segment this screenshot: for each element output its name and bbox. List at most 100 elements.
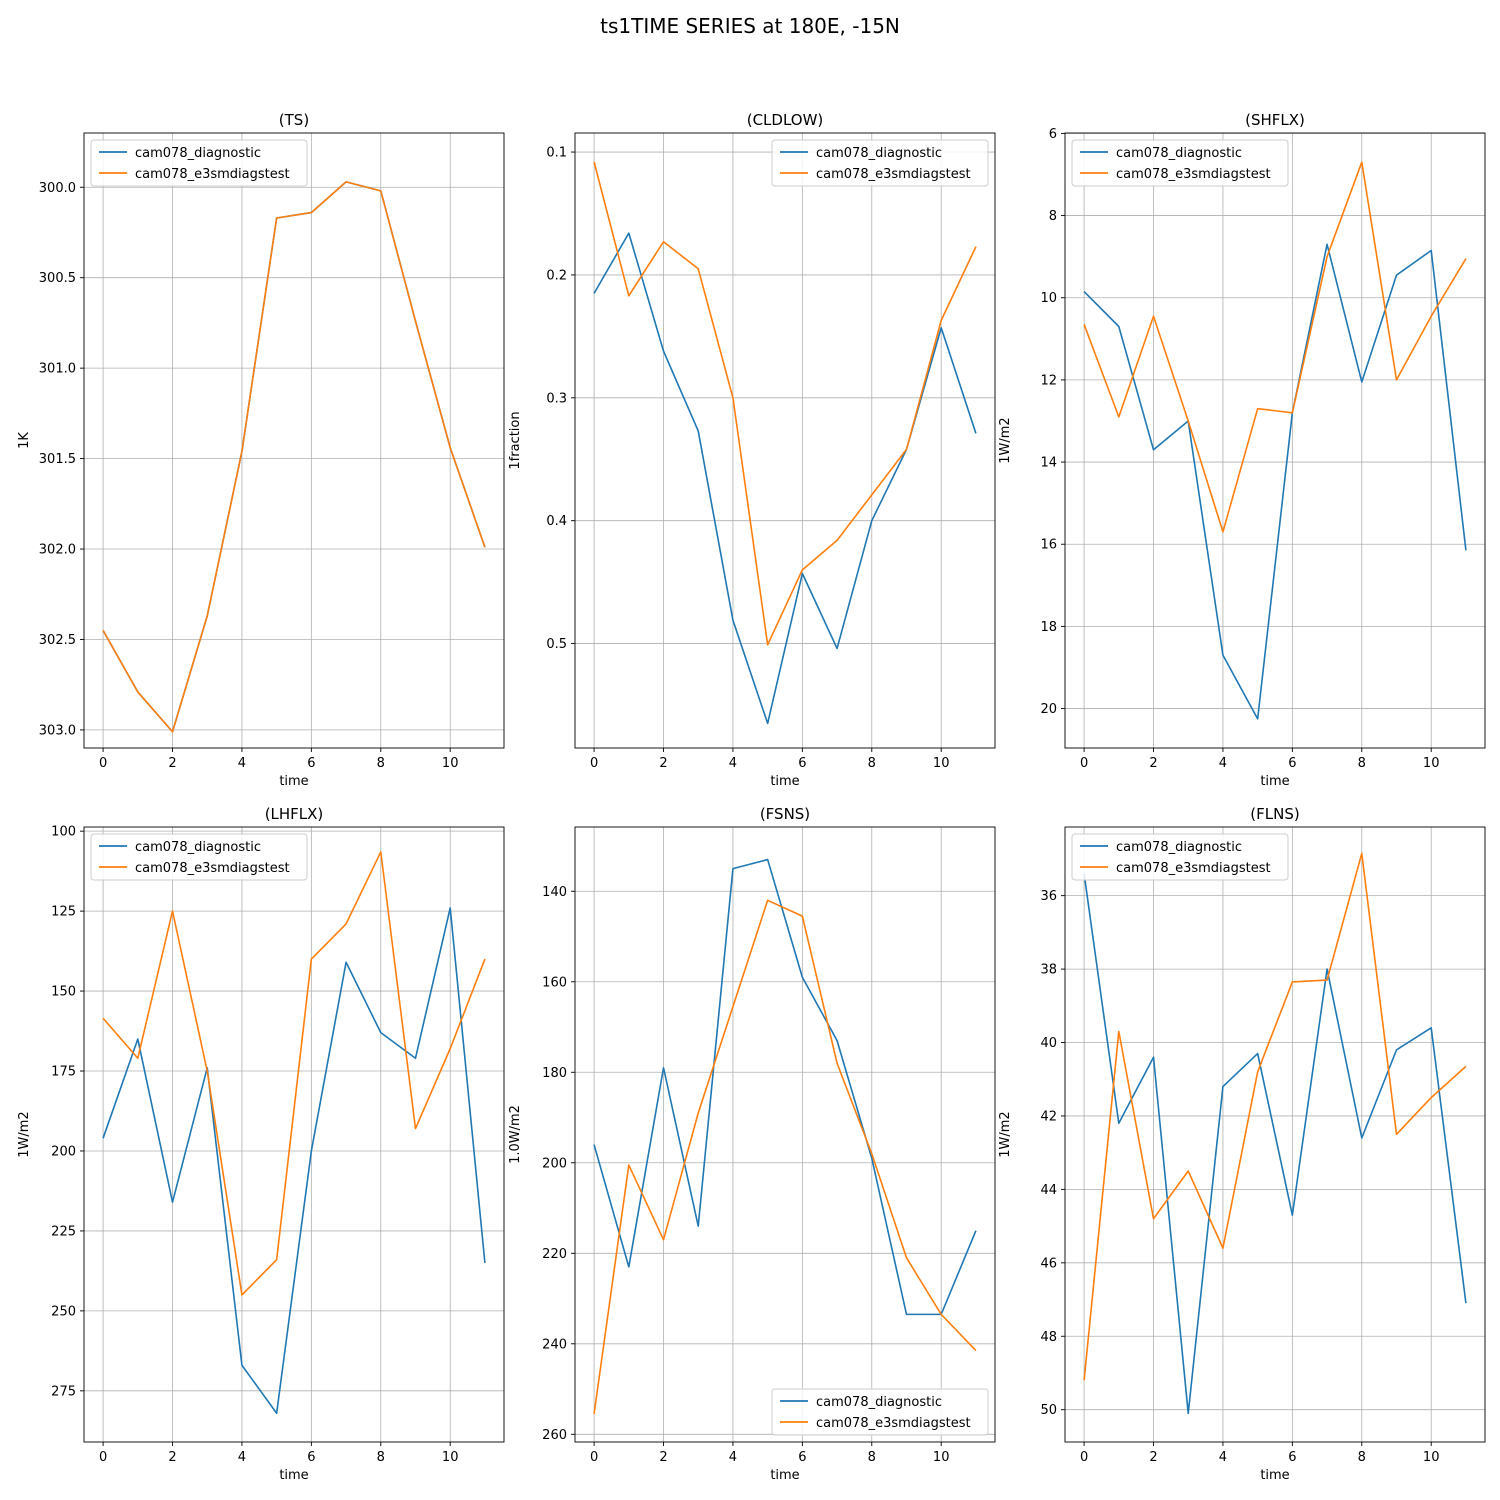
- y-tick-label: 0.2: [546, 268, 567, 283]
- legend-label-1: cam078_diagnostic: [1116, 146, 1242, 161]
- series-line-2: [1083, 161, 1467, 533]
- x-tick-label: 0: [99, 1450, 107, 1465]
- y-axis-label: 1W/m2: [17, 1111, 32, 1157]
- legend: cam078_diagnostic cam078_e3smdiagstest: [771, 1388, 989, 1436]
- chart-panel-6: 0 2 4 6 8 103638404244464850(FLNS)time1W/m2ca…: [998, 805, 1486, 1483]
- x-tick-label: 8: [1358, 1450, 1366, 1465]
- legend: cam078_diagnostic cam078_e3smdiagstest: [90, 833, 308, 881]
- y-tick-label: 225: [51, 1224, 76, 1239]
- x-tick-label: 2: [1149, 1450, 1157, 1465]
- x-tick-label: 0: [1080, 756, 1088, 771]
- x-tick-label: 0: [99, 756, 107, 771]
- y-tick-label: 6: [1049, 127, 1057, 142]
- y-tick-label: 160: [542, 975, 567, 990]
- y-tick-label: 0.5: [546, 637, 567, 652]
- y-tick-label: 301.0: [39, 362, 76, 377]
- x-tick-label: 4: [238, 756, 246, 771]
- y-tick-label: 0.1: [546, 146, 567, 161]
- y-tick-label: 18: [1040, 620, 1057, 635]
- y-tick-label: 301.5: [39, 452, 76, 467]
- legend: cam078_diagnostic cam078_e3smdiagstest: [90, 139, 308, 187]
- y-tick-label: 16: [1040, 538, 1057, 553]
- y-tick-label: 48: [1040, 1330, 1057, 1345]
- series-line-2: [102, 181, 486, 733]
- y-tick-label: 100: [51, 825, 76, 840]
- x-tick-label: 10: [442, 756, 459, 771]
- x-axis-label: time: [1260, 774, 1289, 789]
- y-axis-label: 1K: [17, 432, 32, 449]
- y-tick-label: 150: [51, 985, 76, 1000]
- x-tick-label: 2: [168, 756, 176, 771]
- legend-label-2: cam078_e3smdiagstest: [1116, 861, 1271, 876]
- x-tick-label: 6: [1288, 1450, 1296, 1465]
- y-tick-label: 125: [51, 905, 76, 920]
- legend-label-2: cam078_e3smdiagstest: [1116, 167, 1271, 182]
- x-tick-label: 8: [868, 756, 876, 771]
- x-tick-label: 10: [1423, 756, 1440, 771]
- axes-frame: [1064, 132, 1486, 749]
- y-tick-label: 300.5: [39, 271, 76, 286]
- y-tick-label: 300.0: [39, 181, 76, 196]
- x-axis-label: time: [279, 1468, 308, 1483]
- y-tick-label: 180: [542, 1066, 567, 1081]
- x-tick-label: 4: [729, 1450, 737, 1465]
- x-axis-label: time: [1260, 1468, 1289, 1483]
- series-line-1: [102, 181, 486, 733]
- legend-box: [771, 1388, 989, 1436]
- x-tick-label: 8: [377, 1450, 385, 1465]
- series-line-1: [1083, 243, 1467, 720]
- y-tick-label: 200: [542, 1156, 567, 1171]
- y-tick-label: 0.4: [546, 514, 567, 529]
- x-tick-label: 8: [1358, 756, 1366, 771]
- series-line-2: [1083, 852, 1467, 1381]
- x-tick-label: 8: [377, 756, 385, 771]
- y-tick-label: 10: [1040, 291, 1057, 306]
- x-tick-label: 6: [1288, 756, 1296, 771]
- y-tick-label: 44: [1040, 1183, 1057, 1198]
- y-tick-label: 175: [51, 1065, 76, 1080]
- chart-panel-2: 0 2 4 6 8 10 0.1 0.2 0.3 0.4 0.5 (CLDLOW) time 1fract…: [508, 111, 996, 789]
- legend-box: [1071, 139, 1289, 187]
- y-tick-label: 46: [1040, 1256, 1057, 1271]
- y-tick-label: 8: [1049, 209, 1057, 224]
- y-tick-label: 220: [542, 1247, 567, 1262]
- y-tick-label: 140: [542, 885, 567, 900]
- legend: cam078_diagnostic cam078_e3smdiagstest: [771, 139, 989, 187]
- legend: cam078_diagnostic cam078_e3smdiagstest: [1071, 139, 1289, 187]
- series-line-1: [1083, 873, 1467, 1415]
- series-line-1: [593, 858, 977, 1316]
- x-tick-label: 10: [442, 1450, 459, 1465]
- y-tick-label: 275: [51, 1384, 76, 1399]
- y-tick-label: 40: [1040, 1036, 1057, 1051]
- x-axis-label: time: [279, 774, 308, 789]
- series-line-1: [102, 907, 486, 1415]
- legend-label-1: cam078_diagnostic: [816, 1395, 942, 1410]
- x-tick-label: 2: [1149, 756, 1157, 771]
- legend-box: [1071, 833, 1289, 881]
- x-tick-label: 0: [590, 1450, 598, 1465]
- chart-title: (FSNS): [760, 805, 810, 823]
- series-line-2: [102, 851, 486, 1296]
- legend-label-1: cam078_diagnostic: [135, 146, 261, 161]
- x-tick-label: 2: [168, 1450, 176, 1465]
- legend-box: [90, 833, 308, 881]
- y-axis-label: 1.0W/m2: [508, 1105, 523, 1164]
- x-tick-label: 10: [933, 1450, 950, 1465]
- legend-label-2: cam078_e3smdiagstest: [135, 167, 290, 182]
- y-tick-label: 200: [51, 1144, 76, 1159]
- x-axis-label: time: [770, 774, 799, 789]
- legend-label-1: cam078_diagnostic: [1116, 840, 1242, 855]
- series-line-1: [593, 232, 977, 725]
- x-tick-label: 4: [1219, 756, 1227, 771]
- y-tick-label: 36: [1040, 889, 1057, 904]
- y-tick-label: 240: [542, 1337, 567, 1352]
- y-tick-label: 12: [1040, 373, 1057, 388]
- x-tick-label: 10: [1423, 1450, 1440, 1465]
- y-tick-label: 0.3: [546, 391, 567, 406]
- y-axis-label: 1W/m2: [998, 417, 1013, 463]
- chart-panel-1: 0 2 4 6 8 10 300.0 300.5 301.0 301.5 302.0 302.5 303…: [17, 111, 505, 789]
- figure-title: ts1TIME SERIES at 180E, -15N: [600, 14, 900, 38]
- legend-label-2: cam078_e3smdiagstest: [135, 861, 290, 876]
- series-line-2: [593, 161, 977, 646]
